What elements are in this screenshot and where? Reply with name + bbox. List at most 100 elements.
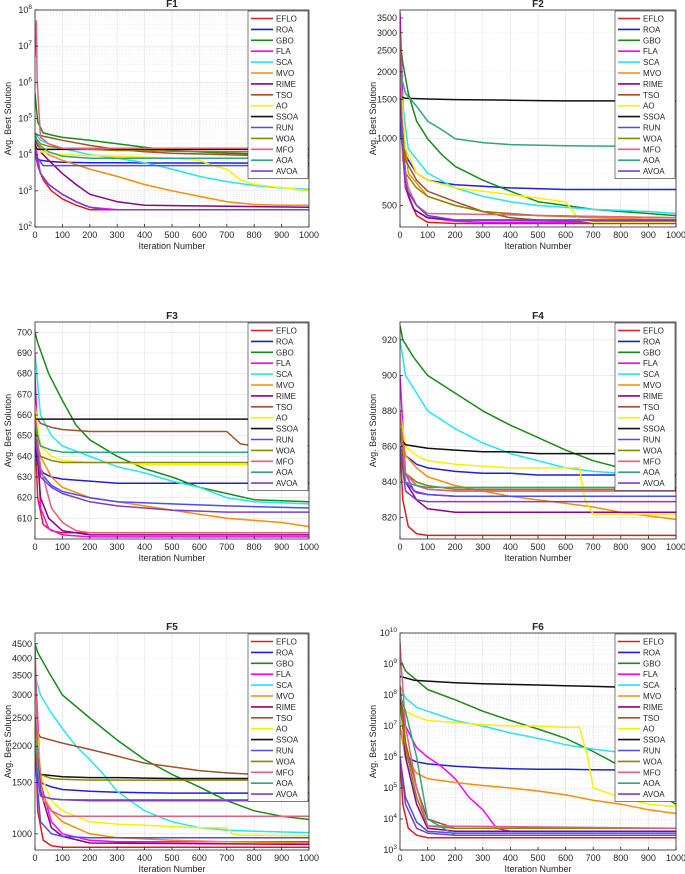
y-tick-label: 700 — [17, 327, 32, 337]
y-tick-label: 1500 — [12, 778, 32, 788]
legend-label-eflo: EFLO — [276, 327, 297, 336]
legend-label-woa: WOA — [276, 446, 296, 455]
x-tick-label: 400 — [503, 853, 518, 863]
series-line-avoa — [400, 446, 676, 503]
legend-label-tso: TSO — [276, 403, 292, 412]
x-tick-label: 1000 — [299, 230, 319, 240]
legend-label-gbo: GBO — [276, 36, 294, 45]
y-axis-label: Avg. Best Solution — [3, 705, 13, 778]
x-axis-label: Iteration Number — [504, 241, 571, 251]
y-tick-label: 105 — [18, 113, 32, 124]
x-tick-label: 300 — [475, 542, 490, 552]
legend-label-fla: FLA — [643, 47, 658, 56]
chart-title: F1 — [166, 0, 178, 10]
x-tick-label: 800 — [613, 230, 628, 240]
series-group — [35, 332, 309, 538]
y-tick-label: 3500 — [377, 13, 397, 23]
chart-title: F2 — [532, 0, 544, 10]
series-line-roa — [35, 766, 309, 794]
legend-label-ao: AO — [643, 102, 655, 111]
legend-label-ssoa: SSOA — [276, 113, 299, 122]
series-line-mvo — [35, 137, 309, 206]
x-tick-label: 300 — [110, 542, 125, 552]
x-tick-label: 500 — [530, 230, 545, 240]
legend-label-ao: AO — [643, 725, 655, 734]
y-axis-label: Avg. Best Solution — [3, 82, 13, 155]
legend-label-tso: TSO — [276, 91, 292, 100]
x-tick-label: 0 — [397, 542, 402, 552]
y-tick-label: 105 — [383, 782, 397, 793]
x-tick-label: 600 — [558, 230, 573, 240]
chart-f3: 0 100 200 300 400 500 600 700 800 900 1000 610 620 63… — [3, 311, 319, 563]
x-tick-label: 400 — [503, 230, 518, 240]
x-tick-label: 900 — [274, 853, 289, 863]
x-tick-label: 700 — [219, 853, 234, 863]
legend-label-gbo: GBO — [643, 659, 661, 668]
y-tick-label: 3500 — [12, 671, 32, 681]
legend-label-mvo: MVO — [643, 69, 661, 78]
legend-label-tso: TSO — [643, 714, 659, 723]
legend-label-mfo: MFO — [276, 457, 294, 466]
legend-label-ao: AO — [276, 102, 288, 111]
series-line-rime — [35, 425, 309, 536]
series-line-rime — [35, 139, 309, 209]
legend-label-eflo: EFLO — [276, 638, 297, 647]
x-tick-label: 900 — [641, 230, 656, 240]
x-tick-label: 100 — [420, 542, 435, 552]
x-tick-label: 400 — [503, 542, 518, 552]
x-tick-label: 1000 — [666, 542, 685, 552]
legend-label-mvo: MVO — [276, 381, 294, 390]
y-tick-label: 650 — [17, 431, 32, 441]
y-tick-label: 620 — [17, 493, 32, 503]
y-tick-label: 1010 — [380, 627, 398, 638]
series-line-avoa — [35, 435, 309, 513]
legend-box — [247, 322, 309, 491]
x-tick-label: 900 — [274, 542, 289, 552]
legend-label-aoa: AOA — [276, 156, 294, 165]
legend-label-mfo: MFO — [643, 145, 661, 154]
legend-label-eflo: EFLO — [643, 327, 664, 336]
legend-label-avoa: AVOA — [643, 790, 665, 799]
x-tick-label: 0 — [397, 230, 402, 240]
x-tick-label: 200 — [448, 230, 463, 240]
x-tick-label: 200 — [448, 853, 463, 863]
y-tick-label: 1500 — [377, 95, 397, 105]
x-tick-label: 300 — [110, 230, 125, 240]
legend-label-roa: ROA — [276, 648, 294, 657]
x-tick-label: 300 — [110, 853, 125, 863]
series-line-gbo — [35, 643, 309, 821]
x-axis-label: Iteration Number — [138, 553, 205, 563]
series-line-mfo — [400, 410, 676, 492]
chart-title: F3 — [166, 311, 178, 322]
legend-label-fla: FLA — [276, 359, 291, 368]
y-tick-label: 880 — [382, 406, 397, 416]
legend-label-ao: AO — [276, 414, 288, 423]
x-tick-label: 400 — [137, 230, 152, 240]
y-tick-label: 1000 — [12, 829, 32, 839]
x-tick-label: 1000 — [666, 230, 685, 240]
legend-label-ssoa: SSOA — [643, 113, 666, 122]
x-axis-label: Iteration Number — [504, 864, 571, 874]
legend-label-ao: AO — [276, 725, 288, 734]
legend-label-rime: RIME — [276, 392, 296, 401]
series-line-ssoa — [35, 143, 309, 151]
y-tick-label: 103 — [18, 185, 32, 196]
legend-label-sca: SCA — [276, 681, 293, 690]
series-line-tso — [35, 414, 309, 447]
series-line-woa — [400, 704, 676, 830]
x-tick-label: 200 — [82, 230, 97, 240]
x-tick-label: 100 — [55, 230, 70, 240]
series-line-aoa — [35, 425, 309, 453]
x-axis-label: Iteration Number — [138, 241, 205, 251]
x-tick-label: 1000 — [666, 853, 685, 863]
x-tick-label: 100 — [55, 542, 70, 552]
legend-label-rime: RIME — [276, 703, 296, 712]
series-line-aoa — [400, 71, 676, 147]
y-tick-label: 640 — [17, 451, 32, 461]
series-line-run — [35, 435, 309, 509]
x-tick-label: 400 — [137, 853, 152, 863]
legend-label-woa: WOA — [643, 446, 663, 455]
chart-f6: 0 100 200 300 400 500 600 700 800 900 1000 103 104 10… — [368, 622, 685, 874]
legend-label-roa: ROA — [276, 337, 294, 346]
